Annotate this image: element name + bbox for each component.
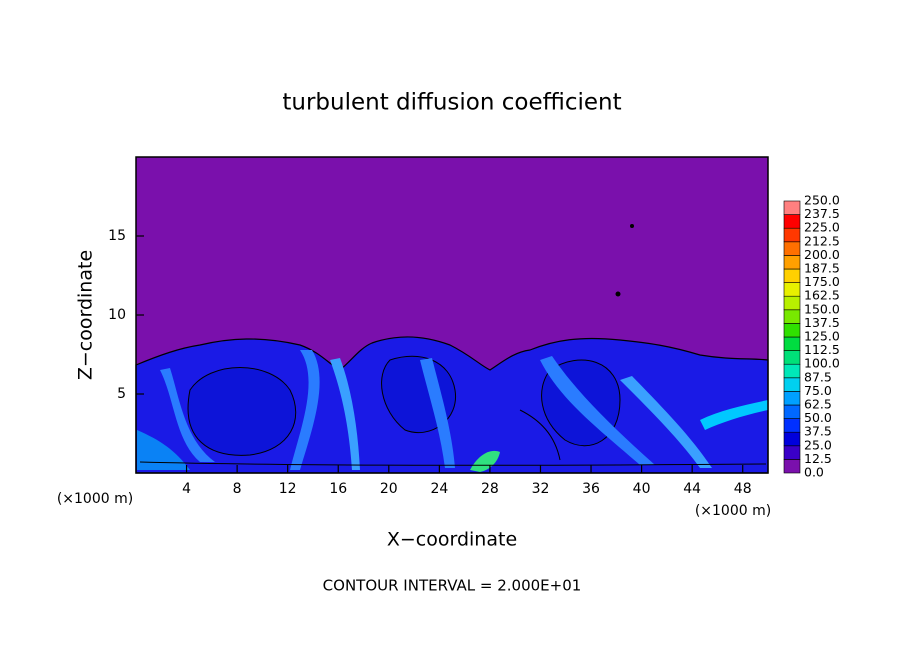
colorbar-segment	[783, 391, 801, 406]
colorbar-label: 175.0	[804, 274, 840, 289]
colorbar-segment	[783, 363, 801, 379]
x-unit-label: (×1000 m)	[695, 503, 771, 519]
colorbar-label: 187.5	[804, 261, 840, 276]
colorbar-label: 100.0	[804, 356, 840, 371]
x-tick-label: 16	[329, 481, 347, 497]
field-streak	[620, 376, 712, 468]
x-axis-label: X−coordinate	[387, 529, 517, 551]
colorbar-segment	[783, 227, 801, 243]
colorbar-label: 37.5	[804, 424, 832, 439]
colorbar-label: 87.5	[804, 369, 832, 384]
field-spot	[630, 224, 634, 228]
colorbar-segment	[783, 295, 801, 311]
colorbar-segment	[783, 309, 801, 324]
y-tick-label: 15	[108, 228, 126, 244]
colorbar-label: 50.0	[804, 410, 832, 425]
colorbar-segment	[783, 336, 801, 351]
colorbar-segment	[783, 241, 801, 256]
x-tick-label: 44	[683, 481, 701, 497]
colorbar-label: 150.0	[804, 301, 840, 316]
colorbar-label: 112.5	[804, 342, 840, 357]
y-tick-label: 10	[108, 307, 126, 323]
y-tick-label: 5	[117, 386, 126, 402]
colorbar-segment	[783, 282, 801, 297]
colorbar-segment	[783, 404, 801, 419]
x-tick-label: 48	[734, 481, 752, 497]
colorbar-segment	[783, 431, 801, 447]
colorbar-label: 212.5	[804, 233, 840, 248]
field-streak	[160, 368, 215, 462]
colorbar-label: 237.5	[804, 206, 840, 221]
colorbar-label: 162.5	[804, 288, 840, 303]
colorbar-segment	[783, 200, 801, 215]
colorbar-label: 12.5	[804, 451, 832, 466]
field-streak	[700, 400, 768, 430]
footer-note: CONTOUR INTERVAL = 2.000E+01	[323, 577, 582, 595]
field-streak	[540, 356, 655, 465]
colorbar-segment	[783, 255, 801, 270]
field-eddy	[187, 367, 297, 456]
colorbar-segment	[783, 418, 801, 433]
x-unit-label: (×1000 m)	[57, 491, 133, 507]
colorbar-segment	[783, 323, 801, 338]
colorbar-segment	[783, 268, 801, 283]
colorbar-segment	[783, 459, 801, 474]
colorbar-label: 225.0	[804, 220, 840, 235]
field-streak	[330, 358, 360, 470]
field-spot	[615, 291, 621, 297]
contour-line	[519, 409, 561, 461]
field-streak	[137, 430, 190, 470]
colorbar-segment	[783, 377, 801, 392]
chart-title: turbulent diffusion coefficient	[282, 90, 621, 116]
colorbar-segment	[783, 350, 801, 365]
x-tick-label: 28	[481, 481, 499, 497]
contour-line	[139, 461, 767, 466]
colorbar-label: 62.5	[804, 397, 832, 412]
colorbar-label: 250.0	[804, 193, 840, 208]
colorbar-label: 200.0	[804, 247, 840, 262]
x-tick-label: 36	[582, 481, 600, 497]
x-tick-label: 32	[532, 481, 550, 497]
x-tick-label: 24	[430, 481, 448, 497]
field-streak	[290, 350, 320, 470]
contour-field	[135, 156, 769, 474]
colorbar-label: 25.0	[804, 437, 832, 452]
x-tick-label: 8	[233, 481, 242, 497]
x-tick-label: 4	[182, 481, 191, 497]
x-tick-label: 40	[633, 481, 651, 497]
colorbar-segment	[783, 445, 801, 460]
y-axis-label: Z−coordinate	[75, 250, 97, 380]
x-tick-label: 12	[279, 481, 297, 497]
colorbar-label: 0.0	[804, 465, 824, 480]
field-streak	[470, 450, 500, 472]
colorbar-label: 125.0	[804, 329, 840, 344]
field-streak	[420, 358, 455, 468]
colorbar-label: 137.5	[804, 315, 840, 330]
colorbar-segment	[783, 214, 801, 229]
colorbar-label: 75.0	[804, 383, 832, 398]
x-tick-label: 20	[380, 481, 398, 497]
